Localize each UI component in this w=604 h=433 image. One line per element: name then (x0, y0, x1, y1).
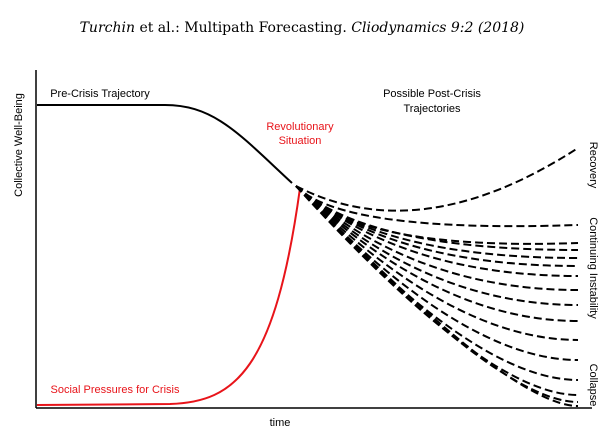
header: Turchin et al.: Multipath Forecasting. C… (80, 20, 525, 36)
trajectory (295, 185, 579, 306)
y-axis-label: Collective Well-Being (13, 93, 25, 197)
trajectory (295, 185, 579, 277)
trajectory (295, 185, 579, 341)
header-title: et al.: Multipath Forecasting. (135, 20, 351, 36)
social-pressure-curve (36, 187, 301, 406)
x-axis-label: time (270, 417, 291, 429)
trajectory (295, 147, 579, 212)
post-crisis-label: Trajectories (403, 103, 461, 115)
social-pressures-label: Social Pressures for Crisis (51, 384, 180, 396)
header-author: Turchin (80, 20, 135, 36)
revolutionary-label: Situation (279, 135, 322, 147)
trajectory (295, 185, 579, 396)
pre-crisis-curve (37, 104, 293, 184)
trajectory (295, 185, 579, 291)
trajectory (295, 185, 579, 322)
trajectory (295, 185, 579, 361)
header-journal: Cliodynamics 9:2 (2018) (351, 20, 524, 36)
outcome-label: Recovery (587, 142, 599, 189)
outcome-label: Continuing Instability (587, 217, 599, 319)
trajectory (295, 185, 579, 267)
outcome-label: Collapse (587, 364, 599, 407)
post-crisis-trajectories (295, 147, 579, 407)
revolutionary-label: Revolutionary (266, 121, 334, 133)
pre-crisis-label: Pre-Crisis Trajectory (50, 88, 150, 100)
trajectory (295, 185, 579, 403)
post-crisis-label: Possible Post-Crisis (383, 88, 481, 100)
trajectory (295, 185, 579, 407)
